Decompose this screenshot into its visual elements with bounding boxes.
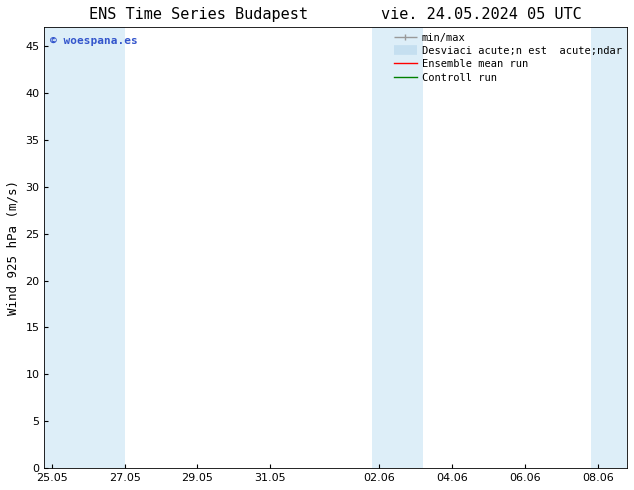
Title: ENS Time Series Budapest        vie. 24.05.2024 05 UTC: ENS Time Series Budapest vie. 24.05.2024…	[89, 7, 582, 22]
Y-axis label: Wind 925 hPa (m/s): Wind 925 hPa (m/s)	[7, 180, 20, 315]
Text: © woespana.es: © woespana.es	[50, 36, 138, 46]
Bar	[44, 27, 125, 468]
Bar	[372, 27, 423, 468]
Legend: min/max, Desviaci acute;n est  acute;ndar, Ensemble mean run, Controll run: min/max, Desviaci acute;n est acute;ndar…	[394, 32, 622, 83]
Bar	[591, 27, 627, 468]
